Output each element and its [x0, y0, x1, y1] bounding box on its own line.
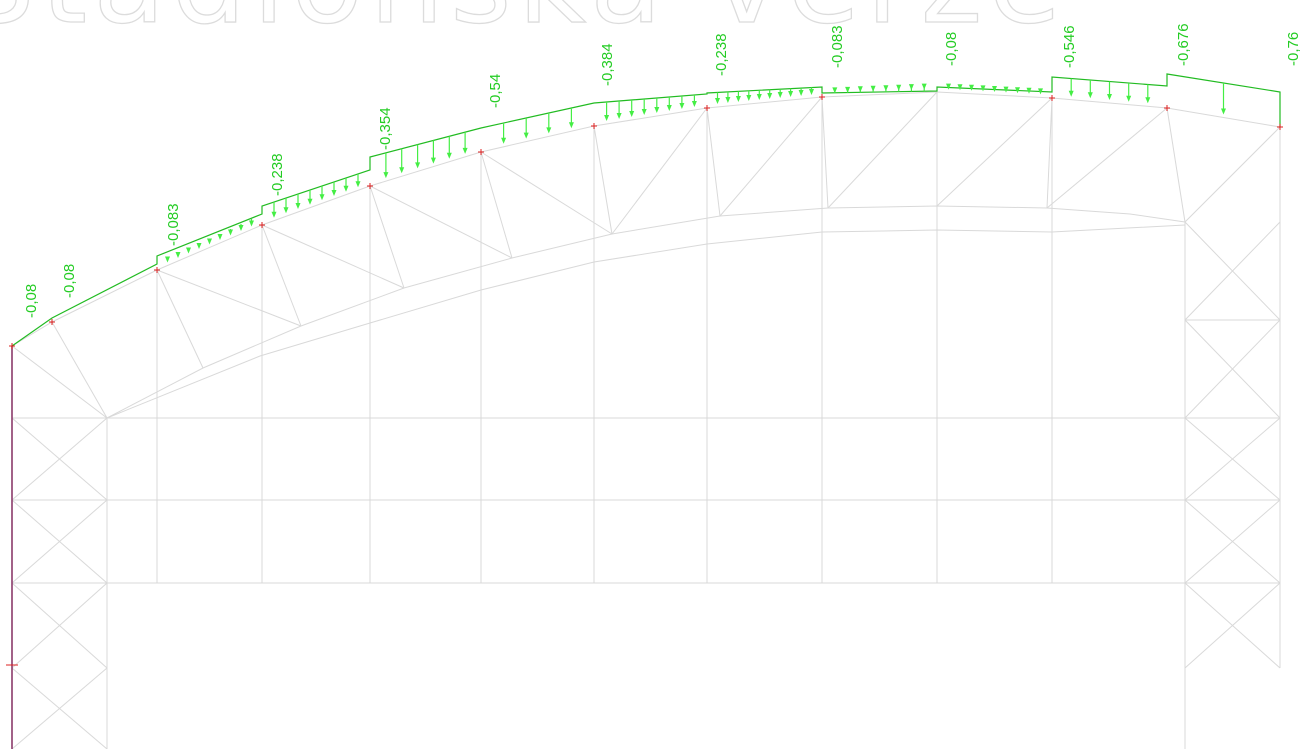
load-arrow-head	[980, 85, 986, 92]
load-arrow-head	[196, 243, 202, 249]
load-arrow-head	[546, 127, 552, 134]
bottom-chord	[106, 205, 1186, 419]
load-arrow-head	[355, 181, 361, 188]
load-arrow-head	[228, 229, 233, 236]
load-label: -0,08	[943, 32, 960, 66]
load-arrow-head	[908, 84, 914, 91]
load-arrow-head	[1221, 108, 1226, 115]
load-arrow-head	[175, 252, 181, 258]
load-arrow-head	[679, 103, 685, 109]
load-label: -0,384	[599, 43, 616, 86]
load-arrow-head	[399, 167, 405, 174]
load-arrow-head	[629, 111, 635, 117]
top-chord	[11, 91, 1281, 347]
load-arrow-head	[788, 91, 794, 97]
load-arrow-head	[307, 198, 313, 205]
load-arrow-head	[666, 105, 672, 111]
load-label: -0,08	[61, 264, 78, 298]
load-arrow-head	[1026, 87, 1032, 94]
load-arrow-head	[165, 256, 170, 263]
load-arrow-head	[767, 93, 773, 99]
load-arrow-head	[641, 109, 647, 115]
load-arrow-head	[295, 203, 301, 209]
load-arrow-head	[896, 84, 902, 91]
load-arrow-head	[969, 84, 974, 91]
load-arrow-head	[746, 95, 752, 101]
node-markers	[9, 94, 1283, 349]
load-arrow-head	[238, 225, 244, 231]
load-arrow-head	[691, 101, 697, 107]
load-label: -0,238	[713, 33, 730, 76]
load-arrow-head	[1038, 88, 1043, 95]
load-arrow-head	[1107, 94, 1112, 100]
load-label: -0,08	[23, 284, 40, 318]
load-arrow-head	[446, 152, 452, 159]
load-arrow-head	[331, 190, 337, 196]
load-arrow-head	[568, 122, 574, 129]
load-arrow-head	[319, 194, 325, 201]
load-arrow-head	[832, 87, 838, 94]
load-label: -0,676	[1175, 23, 1192, 66]
load-arrow-head	[523, 132, 529, 139]
load-arrow-head	[1015, 87, 1020, 94]
load-arrow-head	[343, 185, 349, 192]
load-arrow-head	[857, 86, 863, 93]
load-arrow-head	[883, 85, 889, 92]
load-outline	[11, 73, 1281, 347]
load-arrow-head	[992, 86, 997, 92]
load-arrow-head	[415, 162, 421, 169]
load-arrow-head	[186, 247, 191, 254]
load-arrow-head	[809, 89, 814, 95]
load-arrow-head	[1126, 95, 1132, 102]
load-arrow-head	[383, 172, 389, 179]
watermark-text: Stadionska verze	[0, 0, 1067, 50]
load-arrow-head	[462, 147, 468, 154]
load-label: -0,238	[269, 153, 286, 196]
load-label: -0,546	[1061, 25, 1078, 68]
load-arrow-head	[604, 115, 610, 121]
load-arrow-head	[870, 85, 876, 92]
load-arrow-head	[798, 90, 804, 96]
load-arrow-head	[283, 207, 289, 214]
load-arrows	[165, 78, 1226, 263]
load-arrow-head	[845, 86, 851, 93]
load-arrow-head	[249, 220, 254, 227]
load-arrow-head	[1068, 90, 1074, 97]
load-arrow-head	[756, 94, 762, 100]
lower-arc	[106, 224, 1186, 419]
load-arrow-head	[715, 98, 720, 104]
load-arrow-head	[1145, 97, 1151, 104]
load-arrow-head	[654, 107, 660, 113]
load-arrow-head	[430, 157, 436, 164]
load-label: -0,083	[165, 203, 182, 246]
load-arrow-head	[271, 211, 277, 218]
load-label: -0,354	[377, 107, 394, 150]
load-arrow-head	[725, 97, 731, 103]
load-arrow-head	[1087, 92, 1093, 99]
load-label: -0,083	[829, 25, 846, 68]
load-arrow-head	[217, 234, 223, 240]
load-arrow-head	[501, 137, 507, 144]
truss-mesh	[11, 91, 1281, 749]
load-arrow-head	[207, 238, 212, 245]
load-label: -0,54	[487, 74, 504, 108]
load-arrow-head	[777, 92, 783, 98]
load-label: -0,76	[1285, 32, 1302, 66]
load-arrow-head	[946, 83, 951, 90]
load-arrow-head	[1003, 86, 1009, 93]
load-arrow-head	[735, 96, 741, 102]
load-arrow-head	[616, 113, 622, 119]
load-arrow-head	[921, 83, 927, 90]
load-arrow-head	[957, 84, 963, 91]
